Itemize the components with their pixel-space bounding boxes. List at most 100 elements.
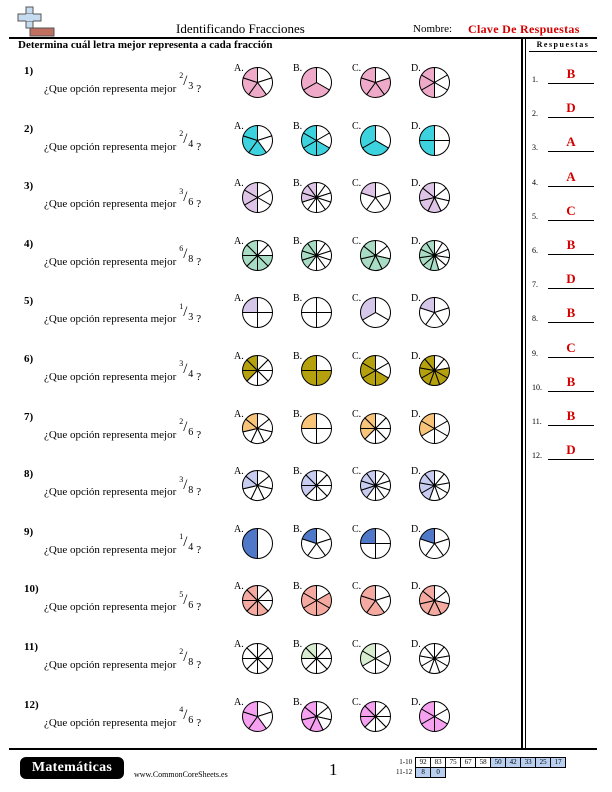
fraction-pie xyxy=(359,527,392,559)
website-link[interactable]: www.CommonCoreSheets.es xyxy=(134,770,228,779)
answer-number: 11. xyxy=(532,417,542,426)
fraction-pie xyxy=(300,239,333,271)
fraction-slash: / xyxy=(183,476,188,493)
question-text: ¿Que opción representa mejor 2/8? xyxy=(44,647,201,671)
option-label: D. xyxy=(411,639,421,650)
shaded-slice xyxy=(360,66,376,84)
footer-divider xyxy=(9,748,597,750)
empty-slice xyxy=(300,312,317,329)
fraction-denominator: 4 xyxy=(188,369,194,381)
answers-divider-inner xyxy=(525,37,526,748)
question-end: ? xyxy=(196,140,202,153)
empty-slice xyxy=(316,427,333,444)
name-value: Clave De Respuestas xyxy=(468,22,580,36)
empty-slice xyxy=(316,412,333,429)
empty-slice xyxy=(316,354,333,371)
fraction-pie xyxy=(301,124,332,156)
answer-row: 12. D xyxy=(532,442,594,461)
shaded-slice xyxy=(360,585,376,602)
answer-line xyxy=(548,288,594,290)
score-cell: 42 xyxy=(505,757,522,768)
question-prompt: ¿Que opción representa mejor xyxy=(44,659,177,671)
shaded-slice xyxy=(424,470,435,488)
option-label: A. xyxy=(234,293,244,305)
option-label: C. xyxy=(352,235,362,247)
fraction: 5/6 xyxy=(176,590,196,614)
question-end: ? xyxy=(196,428,202,441)
shaded-slice xyxy=(422,182,435,199)
option-label: C. xyxy=(352,581,362,593)
shaded-slice xyxy=(361,642,376,660)
option-label: B. xyxy=(293,63,303,74)
answers-divider xyxy=(521,37,523,748)
question-text: ¿Que opción representa mejor 4/6? xyxy=(44,705,202,729)
answer-row: 4. A xyxy=(532,169,594,187)
shaded-slice xyxy=(361,354,376,372)
fraction-slash: / xyxy=(183,419,188,436)
option-label: A. xyxy=(234,63,244,74)
fraction-pie xyxy=(242,124,273,156)
fraction-pie xyxy=(419,412,450,444)
question-end: ? xyxy=(196,486,202,499)
question-number: 11) xyxy=(24,641,39,653)
fraction-pie xyxy=(419,182,450,214)
shaded-slice xyxy=(420,412,435,429)
empty-slice xyxy=(300,427,317,444)
score-cell: 75 xyxy=(445,757,462,768)
answer-value: D xyxy=(566,271,576,287)
fraction: 2/8 xyxy=(176,647,196,671)
fraction: 3/8 xyxy=(176,475,196,499)
shaded-slice xyxy=(306,239,317,257)
fraction-pie xyxy=(360,585,391,617)
question-end: ? xyxy=(196,601,202,614)
option-label: D. xyxy=(411,235,421,247)
fraction-numerator: 1 xyxy=(179,532,184,542)
fraction-pie xyxy=(419,354,450,387)
empty-slice xyxy=(434,124,451,141)
answer-value: B xyxy=(566,373,576,389)
shaded-slice xyxy=(419,297,435,314)
fraction-pie xyxy=(419,527,450,559)
question-text: ¿Que opción representa mejor 3/8? xyxy=(44,475,202,499)
answer-number: 9. xyxy=(532,348,538,358)
shaded-slice xyxy=(360,297,376,322)
score-row-label: 1-10 xyxy=(399,758,413,766)
question-prompt: ¿Que opción representa mejor xyxy=(44,716,177,729)
fraction-pie xyxy=(241,642,274,675)
shaded-slice xyxy=(242,527,258,559)
name-label: Nombre: xyxy=(413,23,453,35)
option-label: C. xyxy=(352,466,362,478)
answer-value: A xyxy=(566,134,576,150)
option-label: D. xyxy=(411,178,421,190)
option-label: A. xyxy=(234,639,244,650)
answer-line xyxy=(548,390,594,392)
option-label: D. xyxy=(411,293,421,305)
answer-number: 8. xyxy=(532,314,538,324)
option-label: A. xyxy=(234,466,244,478)
option-label: D. xyxy=(411,408,421,420)
shaded-slice xyxy=(363,239,376,257)
question-end: ? xyxy=(196,716,202,729)
option-label: D. xyxy=(411,120,421,132)
shaded-slice xyxy=(300,370,317,387)
option-label: C. xyxy=(352,63,362,74)
answer-line xyxy=(548,219,594,221)
answer-line xyxy=(548,83,594,84)
answer-number: 7. xyxy=(532,280,538,290)
fraction-pie xyxy=(359,470,392,502)
answer-line xyxy=(548,322,594,324)
question-prompt: ¿Que opción representa mejor xyxy=(44,371,177,383)
fraction-denominator: 4 xyxy=(188,139,194,151)
fraction: 2/4 xyxy=(176,129,196,153)
fraction-pie xyxy=(419,239,450,271)
answer-value: B xyxy=(566,237,576,252)
shaded-slice xyxy=(418,139,435,156)
option-label: C. xyxy=(352,523,362,535)
option-label: C. xyxy=(352,293,362,305)
question-number: 5) xyxy=(24,295,34,308)
fraction-pie xyxy=(360,642,391,675)
shaded-slice xyxy=(241,297,258,314)
shaded-slice xyxy=(301,66,317,91)
option-label: C. xyxy=(352,408,362,420)
empty-slice xyxy=(361,312,390,329)
